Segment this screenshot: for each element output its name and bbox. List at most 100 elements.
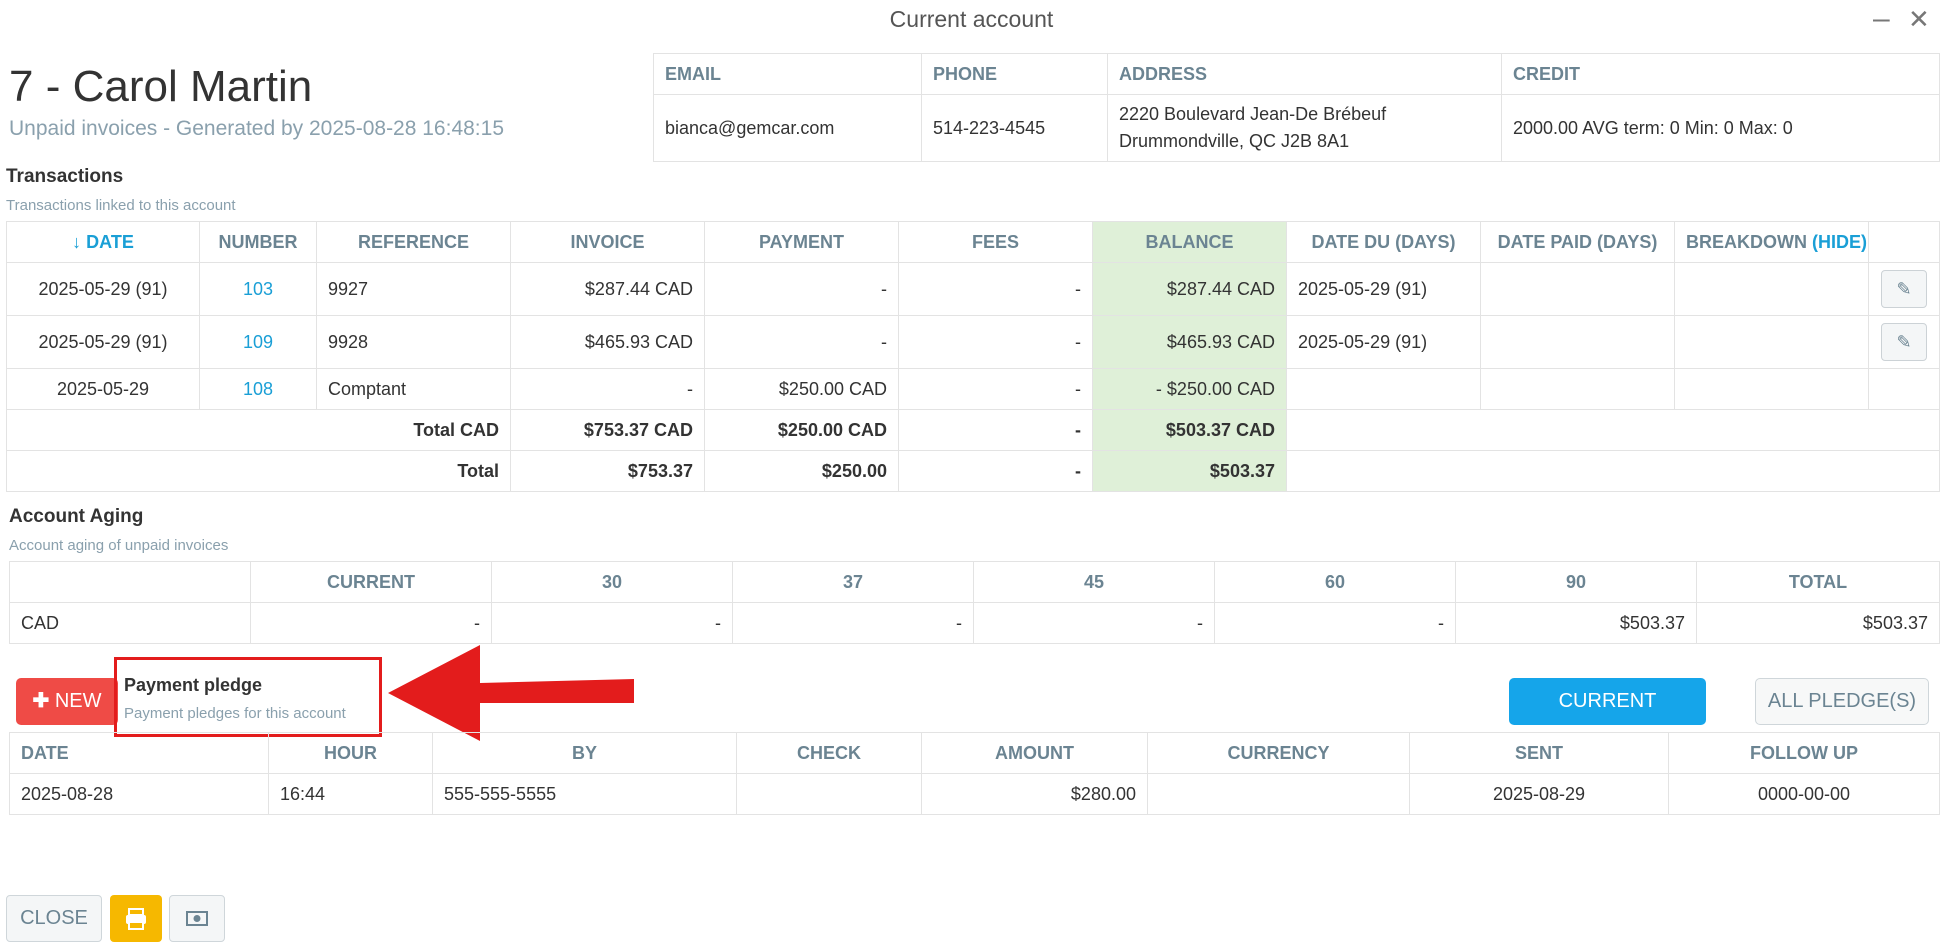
pledge-header-check: CHECK bbox=[736, 732, 922, 774]
pledge-sent: 2025-08-29 bbox=[1409, 773, 1669, 815]
total-payment: $250.00 bbox=[704, 450, 899, 492]
row-invoice: - bbox=[510, 368, 705, 410]
pledge-table: DATE HOUR BY CHECK AMOUNT CURRENCY SENT … bbox=[9, 732, 1940, 815]
header-breakdown: BREAKDOWN (HIDE) bbox=[1674, 221, 1869, 263]
total-balance: $503.37 CAD bbox=[1092, 409, 1287, 451]
row-date-paid bbox=[1480, 262, 1675, 316]
row-breakdown bbox=[1674, 262, 1869, 316]
row-fees: - bbox=[898, 262, 1093, 316]
aging-30: - bbox=[491, 602, 733, 644]
header-fees: FEES bbox=[898, 221, 1093, 263]
transactions-table: ↓ DATE NUMBER REFERENCE INVOICE PAYMENT … bbox=[6, 221, 1940, 492]
current-pledges-button[interactable]: CURRENT PLEDGE(S) bbox=[1509, 678, 1706, 759]
header-payment: PAYMENT bbox=[704, 221, 899, 263]
table-row: 2025-05-29 (91) 103 9927 $287.44 CAD - -… bbox=[6, 262, 1940, 316]
header-date-due: DATE DU (DAYS) bbox=[1286, 221, 1481, 263]
minimize-icon[interactable]: – bbox=[1873, 2, 1890, 35]
plus-icon: ✚ bbox=[32, 690, 50, 712]
pledge-title: Payment pledge bbox=[124, 675, 263, 695]
total-filler bbox=[1286, 450, 1940, 492]
row-fees: - bbox=[898, 315, 1093, 369]
total-fees: - bbox=[898, 409, 1093, 451]
pledge-check bbox=[736, 773, 922, 815]
row-reference: 9928 bbox=[316, 315, 511, 369]
header-reference: REFERENCE bbox=[316, 221, 511, 263]
total-label: Total bbox=[6, 450, 511, 492]
row-date-paid bbox=[1480, 315, 1675, 369]
row-number-link[interactable]: 103 bbox=[199, 262, 317, 316]
row-number-link[interactable]: 108 bbox=[199, 368, 317, 410]
row-fees: - bbox=[898, 368, 1093, 410]
header-phone: PHONE bbox=[921, 53, 1108, 95]
customer-credit: 2000.00 AVG term: 0 Min: 0 Max: 0 bbox=[1501, 94, 1940, 162]
new-pledge-button[interactable]: ✚ NEW bbox=[16, 678, 118, 725]
header-invoice: INVOICE bbox=[510, 221, 705, 263]
row-date-due: 2025-05-29 (91) bbox=[1286, 262, 1481, 316]
total-balance: $503.37 bbox=[1092, 450, 1287, 492]
header-credit: CREDIT bbox=[1501, 53, 1940, 95]
row-reference: Comptant bbox=[316, 368, 511, 410]
transactions-subtitle: Transactions linked to this account bbox=[6, 197, 236, 214]
printer-icon bbox=[126, 908, 146, 930]
customer-name: 7 - Carol Martin bbox=[9, 62, 313, 111]
pledge-header-amount: AMOUNT bbox=[921, 732, 1148, 774]
table-row: CAD - - - - - $503.37 $503.37 bbox=[9, 602, 1940, 644]
print-button[interactable] bbox=[110, 895, 162, 942]
pledge-header-by: BY bbox=[432, 732, 737, 774]
total-row: Total $753.37 $250.00 - $503.37 bbox=[6, 450, 1940, 492]
row-reference: 9927 bbox=[316, 262, 511, 316]
total-label: Total CAD bbox=[6, 409, 511, 451]
aging-header-90: 90 bbox=[1455, 561, 1697, 603]
report-subtitle: Unpaid invoices - Generated by 2025-08-2… bbox=[9, 117, 504, 140]
pledge-by: 555-555-5555 bbox=[432, 773, 737, 815]
aging-header-30: 30 bbox=[491, 561, 733, 603]
pledge-subtitle: Payment pledges for this account bbox=[124, 705, 346, 722]
aging-header-45: 45 bbox=[973, 561, 1215, 603]
row-balance: $287.44 CAD bbox=[1092, 262, 1287, 316]
row-breakdown bbox=[1674, 315, 1869, 369]
edit-icon[interactable]: ✎ bbox=[1881, 270, 1927, 308]
hide-breakdown-link[interactable]: (HIDE) bbox=[1812, 231, 1868, 252]
row-actions: ✎ bbox=[1868, 262, 1940, 316]
aging-header-total: TOTAL bbox=[1696, 561, 1940, 603]
aging-title: Account Aging bbox=[9, 506, 144, 527]
close-button[interactable]: CLOSE bbox=[6, 895, 102, 942]
address-line-2: Drummondville, QC J2B 8A1 bbox=[1119, 131, 1350, 151]
customer-email: bianca@gemcar.com bbox=[653, 94, 922, 162]
address-line-1: 2220 Boulevard Jean-De Brébeuf bbox=[1119, 104, 1387, 124]
customer-address: 2220 Boulevard Jean-De Brébeuf Drummondv… bbox=[1107, 94, 1502, 162]
row-number-link[interactable]: 109 bbox=[199, 315, 317, 369]
pledge-header-date: DATE bbox=[9, 732, 269, 774]
row-invoice: $287.44 CAD bbox=[510, 262, 705, 316]
aging-current: - bbox=[250, 602, 492, 644]
total-invoice: $753.37 CAD bbox=[510, 409, 705, 451]
aging-table: CURRENT 30 37 45 60 90 TOTAL CAD - - - -… bbox=[9, 561, 1940, 644]
close-icon[interactable]: ✕ bbox=[1908, 4, 1930, 34]
all-pledges-button[interactable]: ALL PLEDGE(S) bbox=[1755, 678, 1929, 725]
money-icon bbox=[186, 911, 208, 926]
table-row: 2025-05-29 108 Comptant - $250.00 CAD - … bbox=[6, 368, 1940, 410]
aging-37: - bbox=[732, 602, 974, 644]
row-date-due bbox=[1286, 368, 1481, 410]
header-date-sort[interactable]: ↓ DATE bbox=[6, 221, 200, 263]
row-date-paid bbox=[1480, 368, 1675, 410]
aging-subtitle: Account aging of unpaid invoices bbox=[9, 537, 229, 554]
edit-icon[interactable]: ✎ bbox=[1881, 323, 1927, 361]
table-row: 2025-08-28 16:44 555-555-5555 $280.00 20… bbox=[9, 773, 1940, 815]
aging-60: - bbox=[1214, 602, 1456, 644]
pledge-hour: 16:44 bbox=[268, 773, 433, 815]
row-balance: $465.93 CAD bbox=[1092, 315, 1287, 369]
total-invoice: $753.37 bbox=[510, 450, 705, 492]
total-payment: $250.00 CAD bbox=[704, 409, 899, 451]
annotation-highlight-box bbox=[114, 657, 382, 737]
pledge-header-sent: SENT bbox=[1409, 732, 1669, 774]
row-date-due: 2025-05-29 (91) bbox=[1286, 315, 1481, 369]
row-actions bbox=[1868, 368, 1940, 410]
row-balance: - $250.00 CAD bbox=[1092, 368, 1287, 410]
row-invoice: $465.93 CAD bbox=[510, 315, 705, 369]
transactions-title: Transactions bbox=[6, 166, 124, 187]
payment-button[interactable] bbox=[169, 895, 225, 942]
customer-phone: 514-223-4545 bbox=[921, 94, 1108, 162]
aging-total: $503.37 bbox=[1696, 602, 1940, 644]
total-fees: - bbox=[898, 450, 1093, 492]
